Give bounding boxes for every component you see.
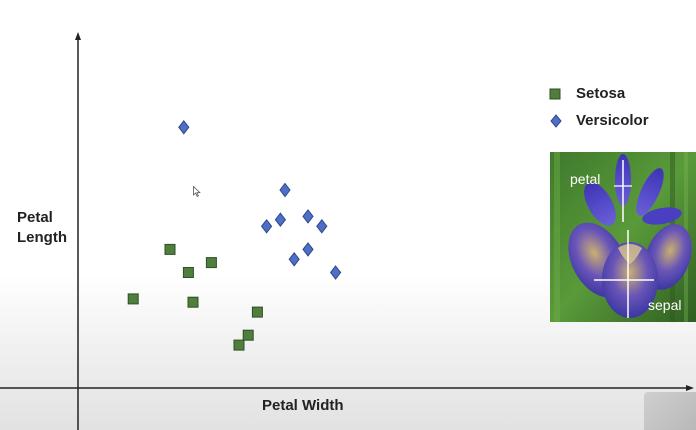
point-versicolor-8 xyxy=(316,218,328,234)
y-axis-label: Petal Length xyxy=(17,209,67,246)
point-setosa-8 xyxy=(251,306,263,318)
point-versicolor-5 xyxy=(288,251,300,267)
petal-label: petal xyxy=(570,171,600,187)
point-setosa-2 xyxy=(164,243,176,255)
point-setosa-1 xyxy=(127,293,139,305)
point-versicolor-1 xyxy=(178,119,190,135)
legend-item-versicolor: Versicolor xyxy=(549,107,649,134)
square-marker-icon xyxy=(549,87,571,101)
legend-label-versicolor: Versicolor xyxy=(576,112,649,129)
legend: Setosa Versicolor xyxy=(549,80,649,134)
point-setosa-7 xyxy=(242,329,254,341)
x-axis-label: Petal Width xyxy=(262,397,344,414)
point-versicolor-3 xyxy=(274,212,287,228)
y-axis-arrow xyxy=(75,32,81,40)
point-setosa-5 xyxy=(205,257,217,269)
iris-flower-photo: petal sepal xyxy=(550,152,696,322)
x-axis-arrow xyxy=(686,385,694,391)
point-versicolor-7 xyxy=(302,242,314,257)
data-points xyxy=(127,119,342,351)
point-setosa-3 xyxy=(182,267,194,278)
point-versicolor-2 xyxy=(260,218,273,234)
legend-item-setosa: Setosa xyxy=(549,80,649,107)
pointer-cursor-icon xyxy=(193,184,201,202)
legend-label-setosa: Setosa xyxy=(576,85,626,102)
axes xyxy=(0,32,694,430)
sepal-label: sepal xyxy=(648,297,681,313)
point-versicolor-6 xyxy=(302,209,314,224)
point-setosa-4 xyxy=(187,296,199,308)
corner-thumbnail xyxy=(644,392,696,430)
diamond-marker-icon xyxy=(549,113,571,128)
point-versicolor-4 xyxy=(279,182,291,198)
point-setosa-6 xyxy=(233,339,245,351)
point-versicolor-9 xyxy=(329,265,342,280)
